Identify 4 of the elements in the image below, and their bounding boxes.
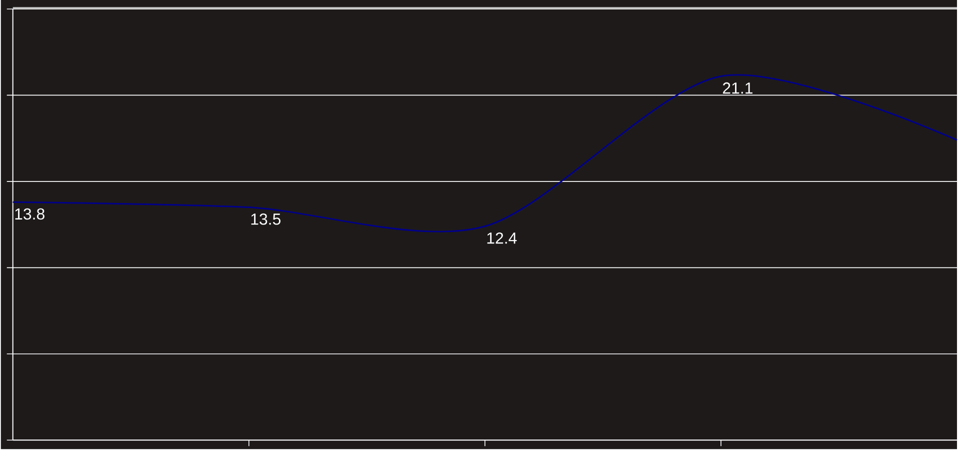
data-label: 21.1 <box>722 82 752 94</box>
data-label: 13.8 <box>15 208 44 220</box>
data-label: 13.5 <box>251 214 280 225</box>
data-label: 12.4 <box>487 232 517 244</box>
